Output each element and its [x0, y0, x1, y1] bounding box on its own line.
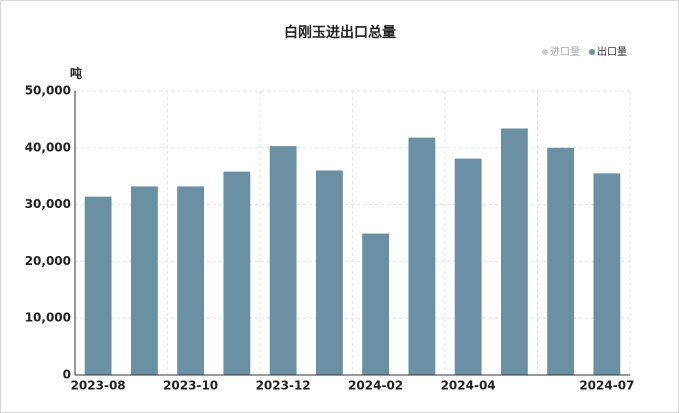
legend-label: 出口量 [597, 45, 627, 58]
bar [454, 158, 482, 375]
x-tick-label: 2023-10 [163, 379, 218, 393]
bar [84, 196, 112, 375]
y-tick-label: 20,000 [25, 254, 71, 268]
x-tick-label: 2024-07 [579, 379, 634, 393]
x-tick-label: 2024-04 [441, 379, 496, 393]
y-tick-label: 50,000 [25, 84, 71, 98]
bar [130, 186, 158, 375]
bar [593, 173, 621, 375]
x-tick-label: 2024-02 [348, 379, 403, 393]
bar [408, 137, 436, 375]
x-tick-label: 2023-08 [71, 379, 126, 393]
y-tick-label: 30,000 [25, 197, 71, 211]
legend-marker [589, 49, 595, 55]
y-tick-label: 0 [63, 368, 71, 382]
y-tick-label: 40,000 [25, 140, 71, 154]
bar [269, 146, 297, 375]
bar [547, 147, 575, 375]
bar [500, 128, 528, 375]
bar [362, 233, 390, 375]
bar [223, 171, 251, 375]
legend-marker [542, 49, 548, 55]
bar [315, 170, 343, 375]
chart-title: 白刚玉进出口总量 [284, 24, 396, 41]
y-unit: 吨 [70, 66, 82, 81]
legend-label: 进口量 [550, 46, 580, 58]
x-tick-label: 2023-12 [256, 379, 311, 393]
bar [177, 186, 205, 375]
y-tick-label: 10,000 [25, 311, 71, 325]
